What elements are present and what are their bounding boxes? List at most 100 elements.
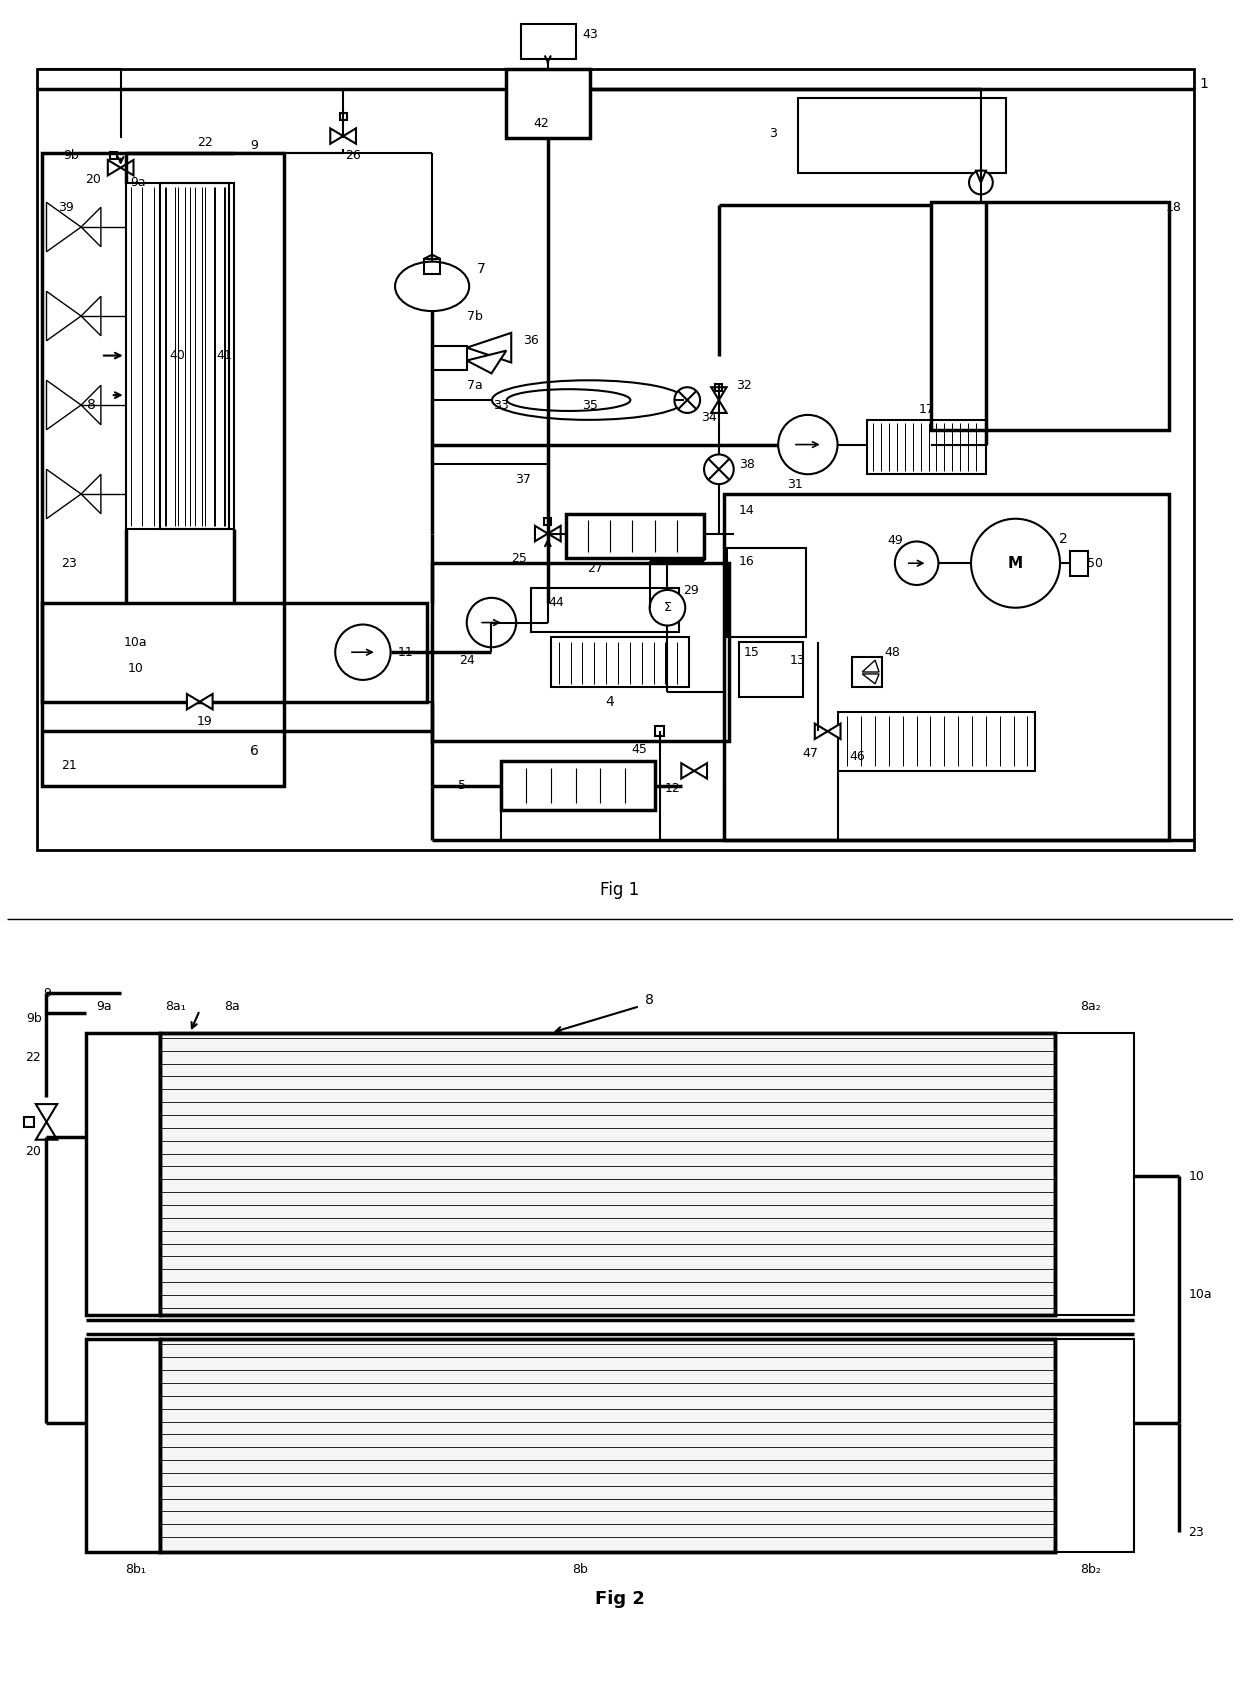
- Text: 19: 19: [197, 716, 212, 728]
- Polygon shape: [36, 1121, 57, 1140]
- Text: 18: 18: [1166, 200, 1182, 214]
- Bar: [160, 1340, 1055, 1552]
- Text: 22: 22: [197, 136, 212, 149]
- Polygon shape: [330, 129, 343, 144]
- Bar: [424, 259, 440, 273]
- Text: 4: 4: [605, 695, 615, 709]
- Text: 9: 9: [43, 987, 51, 1001]
- Bar: [931, 202, 1169, 429]
- Bar: [86, 1340, 160, 1552]
- Text: 48: 48: [884, 646, 900, 658]
- Bar: [1055, 1033, 1135, 1314]
- Text: 34: 34: [701, 412, 717, 424]
- Bar: [544, 519, 552, 526]
- Text: 7: 7: [477, 261, 486, 275]
- Text: 10a: 10a: [124, 636, 148, 650]
- Text: 9b: 9b: [63, 149, 79, 163]
- Bar: [521, 24, 575, 59]
- Text: $\Sigma$: $\Sigma$: [663, 600, 672, 614]
- Text: Fig 1: Fig 1: [600, 880, 640, 899]
- Polygon shape: [343, 129, 356, 144]
- Text: 9b: 9b: [27, 1011, 42, 1024]
- Text: 23: 23: [1189, 1526, 1204, 1538]
- Ellipse shape: [396, 261, 469, 310]
- Text: 14: 14: [739, 504, 754, 517]
- Polygon shape: [548, 526, 560, 541]
- Bar: [125, 183, 234, 529]
- Circle shape: [650, 590, 686, 626]
- Text: 3: 3: [769, 127, 777, 139]
- Text: 37: 37: [515, 473, 531, 485]
- Text: 45: 45: [632, 743, 647, 756]
- Polygon shape: [108, 159, 120, 175]
- Polygon shape: [120, 159, 134, 175]
- Bar: [86, 1033, 160, 1314]
- Text: 25: 25: [511, 551, 527, 565]
- Circle shape: [968, 171, 993, 195]
- Text: 32: 32: [735, 378, 751, 392]
- Bar: [340, 114, 347, 120]
- Text: 44: 44: [549, 597, 564, 609]
- Polygon shape: [187, 694, 200, 709]
- Bar: [531, 589, 680, 633]
- Text: 8b₁: 8b₁: [125, 1564, 146, 1576]
- Text: 7a: 7a: [466, 378, 482, 392]
- Text: 20: 20: [25, 1145, 41, 1158]
- Polygon shape: [81, 207, 100, 248]
- Text: 38: 38: [739, 458, 754, 471]
- Text: 8b₂: 8b₂: [1080, 1564, 1101, 1576]
- Text: 10: 10: [128, 661, 144, 675]
- Polygon shape: [466, 332, 511, 363]
- Ellipse shape: [492, 380, 684, 421]
- Bar: [715, 383, 723, 390]
- Polygon shape: [46, 470, 81, 519]
- Circle shape: [335, 624, 391, 680]
- Text: 43: 43: [583, 27, 598, 41]
- Text: 16: 16: [739, 555, 754, 568]
- Text: 11: 11: [398, 646, 413, 658]
- Circle shape: [779, 416, 837, 475]
- Polygon shape: [81, 297, 100, 336]
- Text: 29: 29: [683, 585, 699, 597]
- Text: 22: 22: [25, 1052, 41, 1063]
- Polygon shape: [46, 380, 81, 429]
- Bar: [42, 153, 284, 785]
- Bar: [565, 514, 704, 558]
- Text: 2: 2: [1059, 531, 1068, 546]
- Polygon shape: [81, 385, 100, 424]
- Polygon shape: [862, 660, 879, 672]
- Text: 47: 47: [802, 746, 818, 760]
- Polygon shape: [681, 763, 694, 778]
- Polygon shape: [81, 475, 100, 514]
- Bar: [506, 70, 590, 137]
- Polygon shape: [815, 724, 827, 739]
- Text: 8a₂: 8a₂: [1080, 999, 1101, 1013]
- Text: 26: 26: [345, 149, 361, 163]
- Text: 8a₁: 8a₁: [165, 999, 186, 1013]
- Text: 40: 40: [169, 349, 185, 361]
- Ellipse shape: [507, 388, 630, 410]
- Polygon shape: [200, 694, 212, 709]
- Text: 33: 33: [494, 399, 510, 412]
- Text: 31: 31: [787, 478, 802, 490]
- Polygon shape: [46, 292, 81, 341]
- Bar: [160, 1033, 1055, 1314]
- Text: 42: 42: [533, 117, 549, 129]
- Circle shape: [704, 455, 734, 483]
- Text: 7b: 7b: [466, 310, 482, 322]
- Text: 8: 8: [87, 399, 95, 412]
- Bar: [160, 183, 229, 529]
- Text: 10a: 10a: [1189, 1289, 1213, 1301]
- Text: M: M: [1008, 556, 1023, 572]
- Text: 41: 41: [217, 349, 232, 361]
- Text: Fig 2: Fig 2: [595, 1591, 645, 1608]
- Text: 23: 23: [61, 556, 77, 570]
- Polygon shape: [466, 351, 506, 373]
- Bar: [1070, 551, 1087, 577]
- Text: 49: 49: [887, 534, 903, 548]
- Bar: [551, 638, 689, 687]
- Text: 36: 36: [523, 334, 539, 348]
- Text: 10: 10: [1189, 1170, 1204, 1182]
- Text: 21: 21: [61, 760, 77, 772]
- Bar: [110, 153, 118, 159]
